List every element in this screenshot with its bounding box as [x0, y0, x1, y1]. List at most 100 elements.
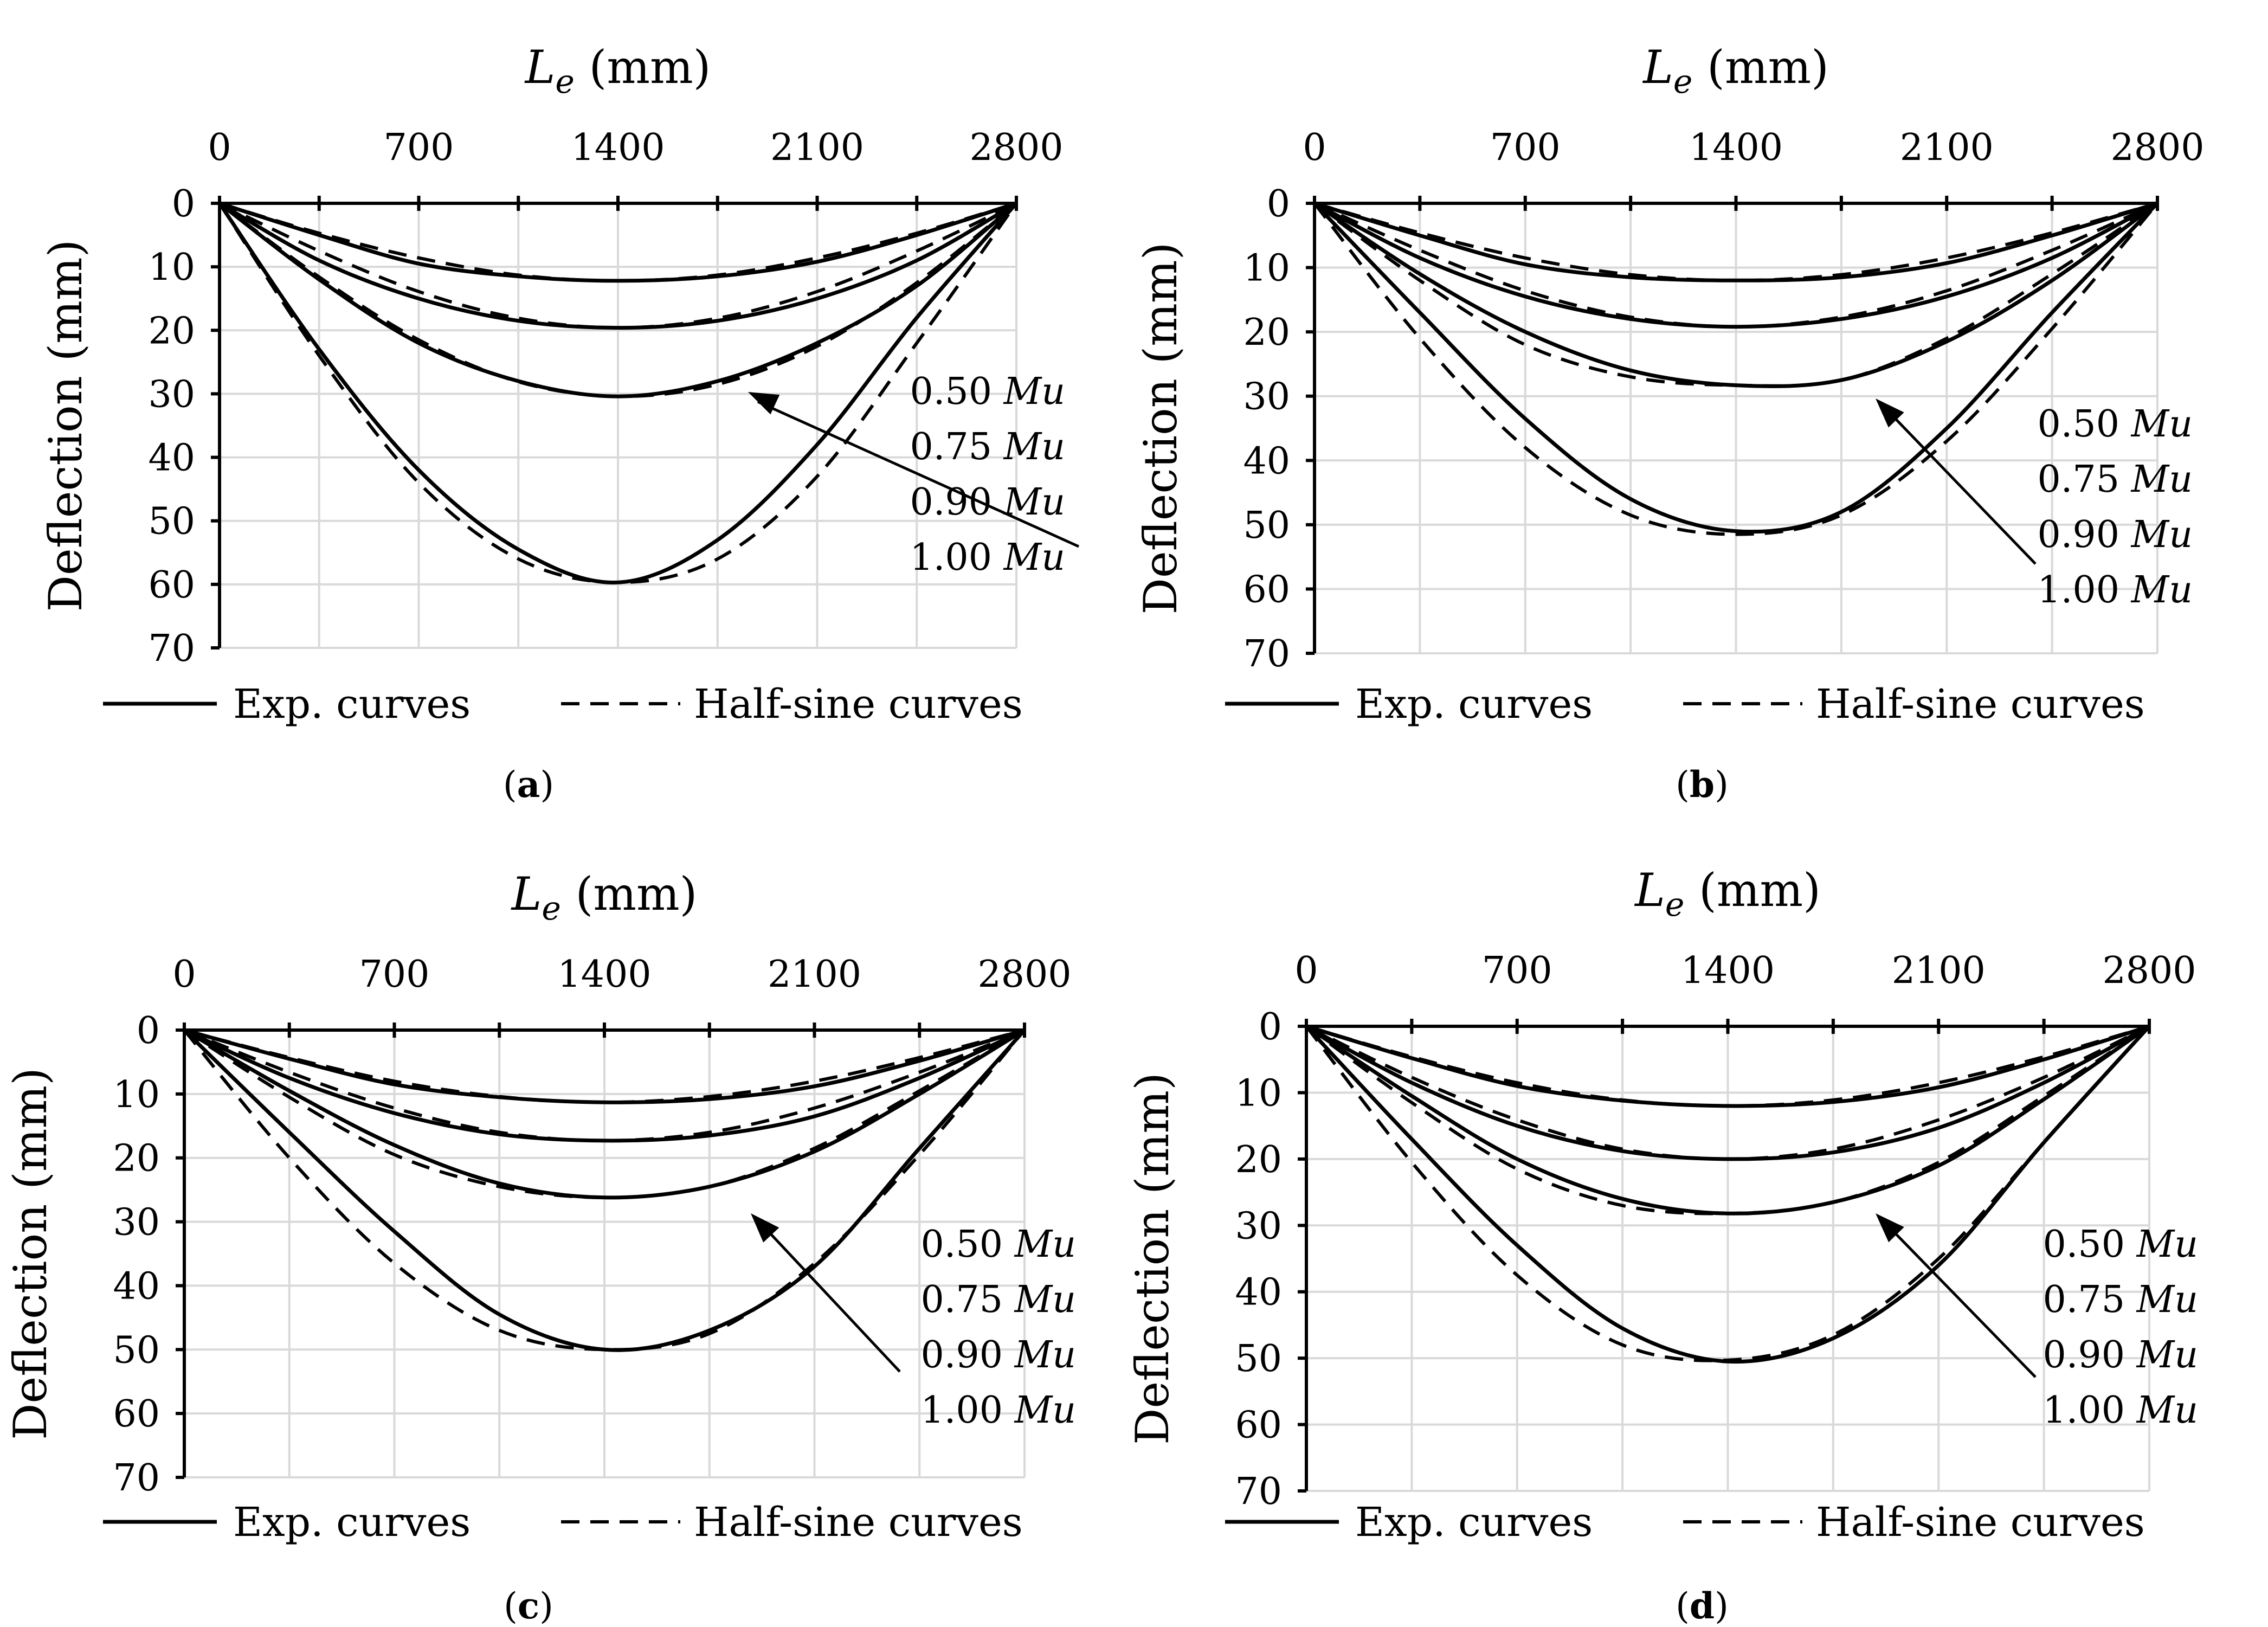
load-arrow-head-icon — [1876, 1213, 1904, 1243]
exp-curve-0_50-Mu — [218, 201, 1017, 283]
load-arrow-head-icon — [751, 1213, 779, 1243]
load-label: 1.00 Mu — [910, 536, 1065, 579]
y-tick-label: 10 — [148, 246, 195, 289]
legend: Exp. curves Half-sine curves — [103, 681, 1023, 728]
half-sine-curve-1_00-Mu — [1313, 202, 2159, 536]
exp-curve-0_50-Mu — [1305, 1024, 2150, 1108]
half-sine-curve-0_75-Mu — [1305, 1025, 2150, 1161]
legend-exp-label: Exp. curves — [233, 1499, 471, 1546]
exp-curve-1_00-Mu — [1313, 202, 2159, 534]
chart-panel-d: 0 700 1400 2100 2800 0 10 20 30 40 50 60 70 Le (mm) De… — [1126, 864, 2198, 1627]
y-tick-label: 60 — [1235, 1404, 1282, 1447]
half-sine-curve-0_90-Mu — [1313, 202, 2159, 388]
x-tick-label: 700 — [1482, 949, 1552, 992]
y-tick-label: 10 — [113, 1073, 160, 1116]
x-axis-title: Le (mm) — [511, 867, 698, 928]
y-tick-label: 20 — [1235, 1139, 1282, 1181]
y-tick-label: 0 — [1267, 183, 1290, 226]
load-label: 0.90 Mu — [910, 481, 1065, 524]
half-sine-curve-0_90-Mu — [1305, 1025, 2150, 1216]
load-label: 0.75 Mu — [921, 1278, 1076, 1321]
half-sine-curve-0_50-Mu — [1306, 1025, 2150, 1108]
panel-caption: (d) — [1676, 1585, 1729, 1627]
y-tick-label: 30 — [148, 373, 195, 416]
x-tick-label: 700 — [1490, 126, 1561, 169]
load-label: 1.00 Mu — [921, 1389, 1076, 1432]
legend: Exp. curves Half-sine curves — [103, 1499, 1023, 1546]
exp-curve-0_90-Mu — [183, 1028, 1026, 1200]
y-tick-label: 30 — [1243, 376, 1290, 419]
panel-caption: (a) — [503, 763, 554, 806]
legend-sine-label: Half-sine curves — [694, 1499, 1023, 1546]
legend-sine-label: Half-sine curves — [1816, 1499, 2145, 1546]
x-tick-label: 2800 — [2102, 949, 2196, 992]
y-tick-label: 70 — [113, 1457, 160, 1500]
load-label: 1.00 Mu — [2038, 569, 2193, 612]
x-axis-title: Le (mm) — [524, 41, 711, 101]
y-tick-label: 40 — [148, 437, 195, 480]
x-tick-label: 0 — [208, 126, 231, 169]
half-sine-curve-0_90-Mu — [183, 1028, 1026, 1199]
half-sine-curve-0_50-Mu — [184, 1028, 1025, 1104]
x-tick-label: 2100 — [768, 953, 861, 996]
load-label: 0.50 Mu — [921, 1223, 1076, 1266]
y-axis-title: Deflection (mm) — [1126, 1072, 1179, 1445]
load-arrow-line — [759, 1222, 901, 1373]
y-tick-label: 10 — [1235, 1072, 1282, 1115]
load-label: 0.50 Mu — [910, 370, 1065, 413]
half-sine-curve-0_75-Mu — [218, 202, 1017, 330]
legend-exp-label: Exp. curves — [1355, 1499, 1593, 1546]
x-tick-label: 2800 — [969, 126, 1063, 169]
panel-caption: (b) — [1676, 763, 1729, 806]
half-sine-curve-0_50-Mu — [219, 202, 1017, 282]
x-tick-label: 1400 — [571, 126, 665, 169]
x-tick-label: 2100 — [1892, 949, 1986, 992]
x-tick-label: 0 — [1303, 126, 1326, 169]
chart-panel-c: 0 700 1400 2100 2800 0 10 20 30 40 50 60 70 Le (mm) De… — [4, 867, 1076, 1627]
load-arrow-head-icon — [1876, 398, 1904, 428]
y-tick-label: 70 — [148, 627, 195, 670]
y-tick-label: 50 — [113, 1329, 160, 1372]
y-tick-label: 30 — [113, 1201, 160, 1244]
chart-panel-b: 0 700 1400 2100 2800 0 10 20 30 40 50 60 70 Le (mm) De… — [1134, 41, 2205, 806]
x-tick-label: 2800 — [2110, 126, 2204, 169]
exp-curve-1_00-Mu — [183, 1028, 1026, 1352]
half-sine-curve-0_50-Mu — [1314, 202, 2158, 282]
legend: Exp. curves Half-sine curves — [1225, 681, 2145, 728]
legend-sine-label: Half-sine curves — [1816, 681, 2145, 728]
load-label: 1.00 Mu — [2043, 1389, 2198, 1432]
load-arrow-line — [757, 400, 1080, 548]
x-tick-label: 0 — [172, 953, 196, 996]
y-axis-title: Deflection (mm) — [4, 1067, 57, 1440]
exp-curve-0_50-Mu — [1313, 201, 2159, 282]
legend-exp-label: Exp. curves — [1355, 681, 1593, 728]
y-tick-label: 70 — [1235, 1470, 1282, 1513]
half-sine-curve-0_75-Mu — [1313, 202, 2159, 329]
y-tick-label: 60 — [1243, 568, 1290, 611]
y-tick-label: 20 — [1243, 311, 1290, 354]
x-tick-label: 1400 — [557, 953, 651, 996]
x-tick-label: 2800 — [977, 953, 1071, 996]
y-tick-label: 70 — [1243, 633, 1290, 676]
legend: Exp. curves Half-sine curves — [1225, 1499, 2145, 1546]
y-tick-label: 40 — [1235, 1271, 1282, 1314]
gridlines — [1315, 203, 2159, 654]
y-tick-label: 60 — [148, 564, 195, 607]
x-tick-label: 1400 — [1689, 126, 1783, 169]
x-tick-label: 2100 — [770, 126, 864, 169]
load-label: 0.90 Mu — [2038, 513, 2193, 556]
y-tick-label: 50 — [148, 500, 195, 543]
half-sine-curve-1_00-Mu — [1305, 1025, 2151, 1362]
y-tick-label: 0 — [172, 183, 195, 226]
half-sine-curve-0_90-Mu — [218, 202, 1017, 398]
load-label: 0.75 Mu — [2043, 1278, 2198, 1321]
y-tick-label: 50 — [1243, 504, 1290, 547]
y-tick-label: 40 — [113, 1265, 160, 1308]
y-tick-label: 50 — [1235, 1337, 1282, 1380]
gridlines — [1306, 1026, 2150, 1492]
y-tick-label: 10 — [1243, 247, 1290, 290]
y-tick-label: 40 — [1243, 440, 1290, 483]
x-tick-label: 2100 — [1900, 126, 1994, 169]
y-axis-title: Deflection (mm) — [39, 240, 92, 612]
